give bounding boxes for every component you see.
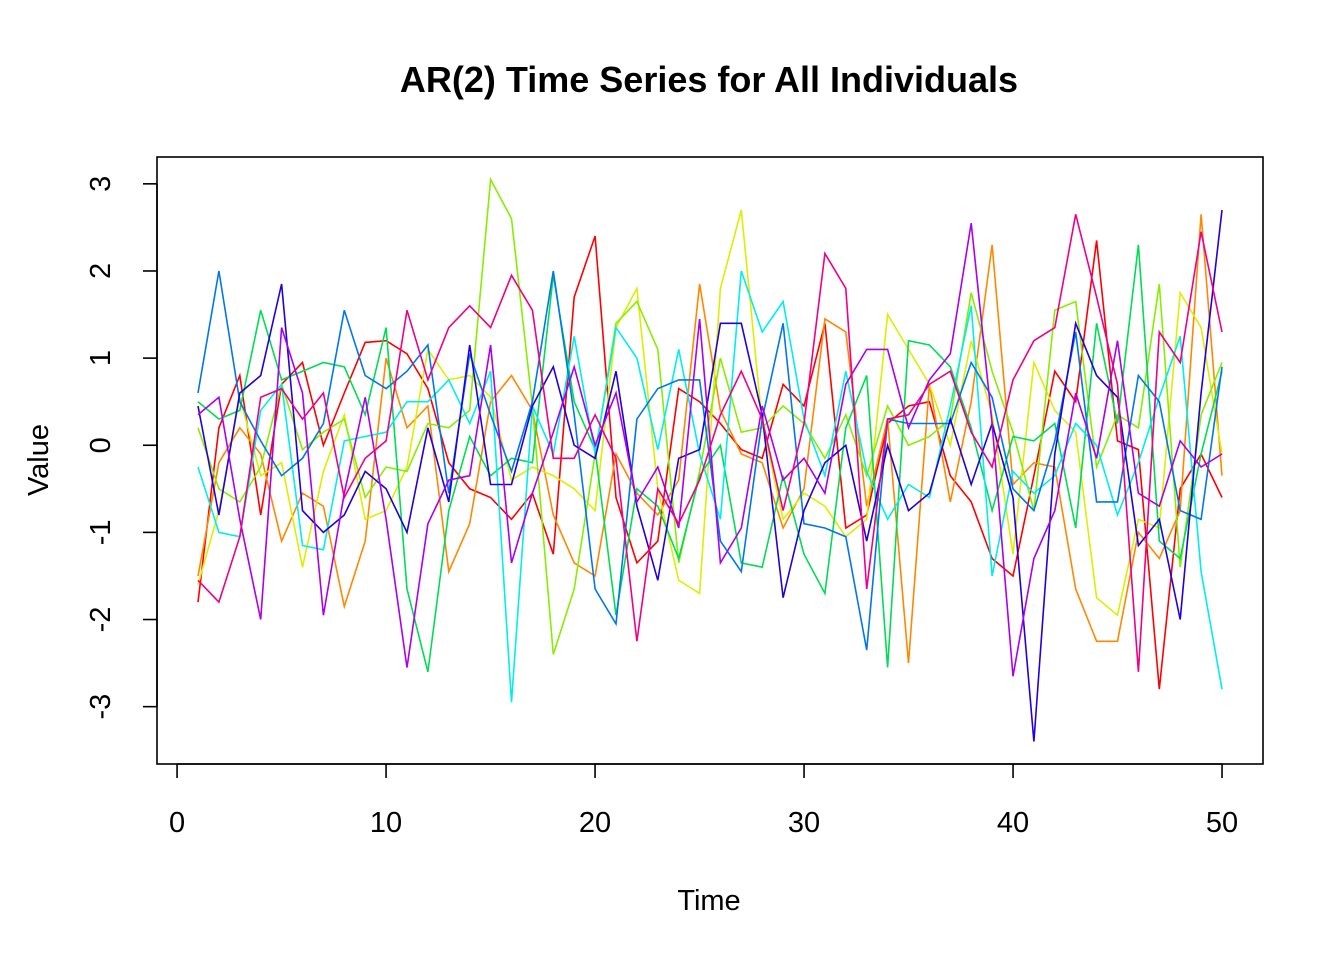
series-line-2 [197, 214, 1223, 664]
x-tick-label: 10 [370, 807, 402, 839]
x-axis: 0 10 20 30 40 50 [169, 763, 1238, 839]
series-line-4 [197, 176, 1223, 655]
y-axis: -3 -2 -1 0 1 2 3 [85, 176, 158, 720]
series-line-6 [197, 270, 1223, 703]
series-group [197, 176, 1223, 742]
series-line-10 [197, 214, 1223, 672]
series-line-7 [197, 270, 1223, 651]
x-tick-label: 0 [169, 807, 185, 839]
y-tick-label: 3 [85, 176, 117, 192]
y-tick-label: 0 [85, 437, 117, 453]
y-tick-label: -3 [85, 694, 117, 720]
x-axis-label: Time [677, 885, 740, 917]
x-tick-label: 30 [788, 807, 820, 839]
y-tick-label: -2 [85, 607, 117, 633]
series-line-8 [197, 209, 1223, 742]
y-tick-label: 2 [85, 263, 117, 279]
y-tick-label: -1 [85, 519, 117, 545]
x-tick-label: 50 [1206, 807, 1238, 839]
chart-title: AR(2) Time Series for All Individuals [400, 59, 1018, 100]
x-tick-label: 20 [579, 807, 611, 839]
y-tick-label: 1 [85, 350, 117, 366]
series-line-9 [197, 222, 1223, 677]
x-tick-label: 40 [997, 807, 1029, 839]
y-axis-label: Value [23, 424, 55, 496]
